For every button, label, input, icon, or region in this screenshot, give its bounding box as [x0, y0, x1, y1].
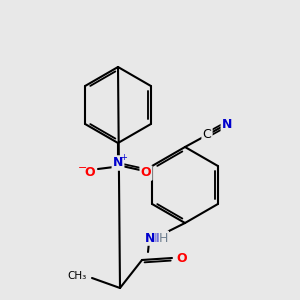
Text: H: H	[159, 232, 168, 244]
Text: CH₃: CH₃	[68, 271, 87, 281]
Text: NH: NH	[147, 232, 167, 244]
Text: N: N	[145, 232, 155, 244]
Text: −: −	[78, 163, 88, 173]
Text: +: +	[121, 152, 128, 161]
Text: O: O	[141, 167, 151, 179]
Text: N: N	[113, 157, 123, 169]
Text: C: C	[202, 128, 211, 142]
Text: O: O	[85, 167, 95, 179]
Text: N: N	[222, 118, 232, 130]
Text: O: O	[176, 251, 187, 265]
